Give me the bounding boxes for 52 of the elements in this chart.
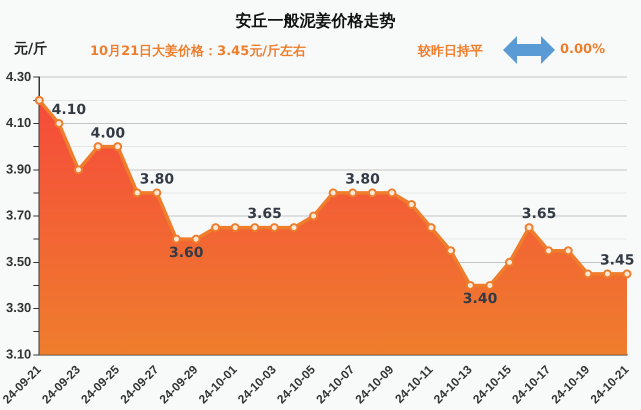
y-tick-label: 3.50 xyxy=(6,254,32,269)
text: 较昨日持平 xyxy=(418,43,483,60)
point xyxy=(622,269,632,278)
point xyxy=(407,200,416,209)
data-label: 4.10 xyxy=(52,102,86,118)
point xyxy=(94,142,103,152)
point xyxy=(564,246,573,256)
data-label: 3.45 xyxy=(600,252,634,269)
data-label: 4.00 xyxy=(90,125,126,142)
point xyxy=(289,223,298,232)
point xyxy=(192,234,201,244)
point xyxy=(74,165,83,174)
text: 0.00% xyxy=(560,42,606,57)
point xyxy=(172,234,181,244)
point xyxy=(524,223,534,232)
data-label: 3.40 xyxy=(462,291,498,308)
point xyxy=(466,280,475,290)
point xyxy=(54,118,64,128)
point xyxy=(544,246,554,256)
y-tick-label: 3.70 xyxy=(6,208,32,223)
point xyxy=(387,188,396,198)
text: 10月21日大姜价格：3.45元/斤左右 xyxy=(90,42,306,60)
point xyxy=(211,223,220,232)
point xyxy=(504,258,514,267)
point xyxy=(602,269,612,278)
point xyxy=(328,188,338,198)
point xyxy=(485,280,494,290)
y-tick-label: 4.30 xyxy=(6,68,32,84)
y-tick-label: 3.30 xyxy=(6,300,32,316)
point xyxy=(583,269,592,278)
point xyxy=(446,246,456,256)
chart-title: 安丘一般泥姜价格走势 xyxy=(236,10,396,30)
point xyxy=(230,223,240,232)
data-label: 3.60 xyxy=(168,244,204,261)
data-label: 3.80 xyxy=(345,172,380,188)
point xyxy=(348,188,358,198)
point xyxy=(34,96,44,105)
point xyxy=(426,223,436,232)
point xyxy=(309,212,318,221)
point xyxy=(270,223,279,232)
point xyxy=(250,223,260,232)
data-label: 3.65 xyxy=(247,206,282,222)
point xyxy=(113,142,122,152)
y-axis-title: 元/斤 xyxy=(14,40,48,58)
y-tick-label: 4.10 xyxy=(6,115,32,130)
point xyxy=(132,188,142,198)
y-tick-label: 3.90 xyxy=(6,161,32,176)
data-label: 3.80 xyxy=(140,172,174,188)
y-tick-label: 3.10 xyxy=(6,346,32,362)
point xyxy=(368,188,377,198)
point xyxy=(152,188,162,198)
data-label: 3.65 xyxy=(522,206,556,222)
